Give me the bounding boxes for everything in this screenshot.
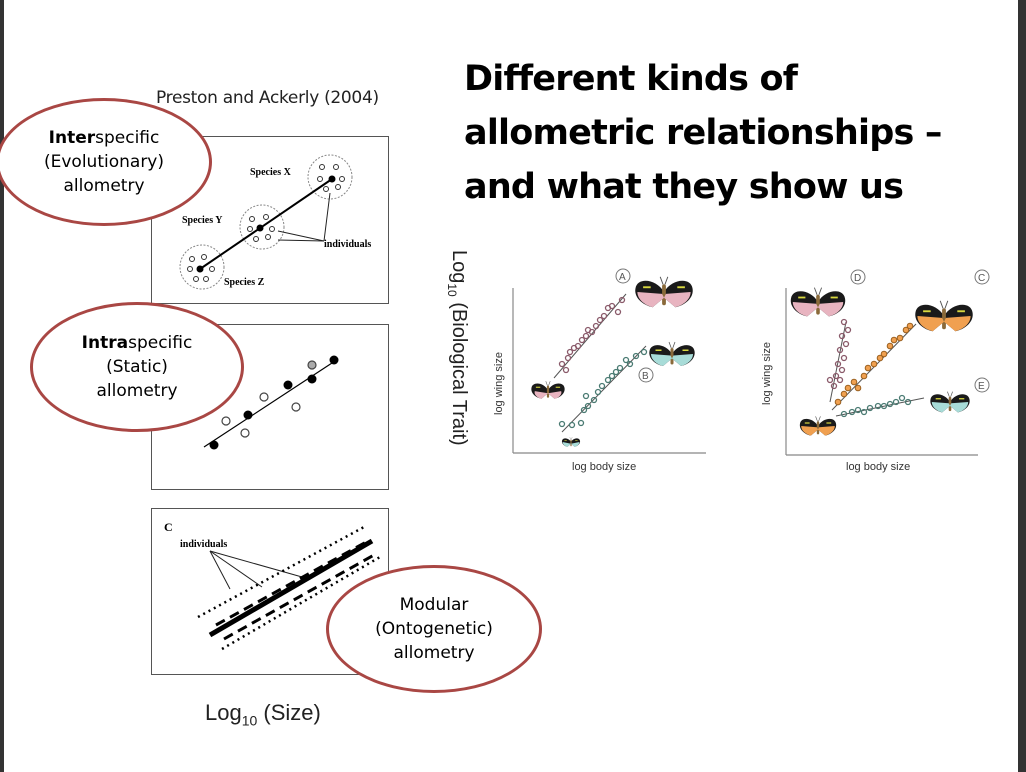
label-c-badge: C xyxy=(974,269,990,285)
y-axis-label: log wing size xyxy=(493,352,505,415)
species-y-label: Species Y xyxy=(182,215,223,226)
x-axis-label: Log10 (Size) xyxy=(205,700,321,729)
right-window-edge xyxy=(1018,0,1026,772)
title-line-1: Different kinds of xyxy=(464,59,798,99)
label-a-badge: A xyxy=(615,268,631,284)
left-window-edge xyxy=(0,0,4,772)
intraspecific-bubble: Intraspecific (Static) allometry xyxy=(30,302,244,432)
svg-text:C: C xyxy=(978,273,985,284)
species-z-label: Species Z xyxy=(224,277,265,288)
ontogenetic-diagram: C individuals xyxy=(164,520,381,651)
citation: Preston and Ackerly (2004) xyxy=(156,88,379,108)
title-line-3: and what they show us xyxy=(464,167,904,207)
panel-letter: C xyxy=(164,520,173,534)
svg-text:B: B xyxy=(642,371,649,382)
butterfly-tiny-teal-icon xyxy=(561,437,581,447)
x-axis-label: log body size xyxy=(846,461,910,473)
interspecific-bubble: Interspecific (Evolutionary) allometry xyxy=(0,98,212,226)
individuals-label: individuals xyxy=(180,539,227,550)
label-b-badge: B xyxy=(638,367,654,383)
title-line-2: allometric relationships – xyxy=(464,113,942,153)
y-axis-label: log wing size xyxy=(761,342,773,405)
svg-text:A: A xyxy=(619,272,626,283)
svg-text:D: D xyxy=(854,273,861,284)
interspecific-diagram: Species X Species Y Species Z individual… xyxy=(179,154,371,290)
individuals-label: individuals xyxy=(324,239,371,250)
species-x-label: Species X xyxy=(250,167,292,178)
butterfly-teal-icon xyxy=(930,391,970,413)
slide-title: Different kinds of allometric relationsh… xyxy=(464,52,984,214)
butterfly-small-pink-icon xyxy=(531,380,565,400)
intraspecific-diagram xyxy=(203,355,339,450)
butterfly-small-orange-icon xyxy=(799,416,837,436)
butterfly-medium-teal-icon xyxy=(648,341,696,367)
label-d-badge: D xyxy=(850,269,866,285)
x-axis-label: log body size xyxy=(572,461,636,473)
label-e-badge: E xyxy=(974,377,990,393)
butterfly-large-pink-icon xyxy=(634,276,694,308)
butterfly-chart-cde: log body size log wing size D C E xyxy=(761,269,990,473)
butterfly-large-orange-icon xyxy=(914,300,974,332)
modular-bubble: Modular (Ontogenetic) allometry xyxy=(326,565,542,693)
svg-text:E: E xyxy=(978,381,985,392)
butterfly-chart-ab: log body size log wing size A B xyxy=(493,268,706,473)
butterfly-pink-icon xyxy=(790,287,846,317)
y-axis-label: Log10 (Biological Trait) xyxy=(445,250,470,446)
